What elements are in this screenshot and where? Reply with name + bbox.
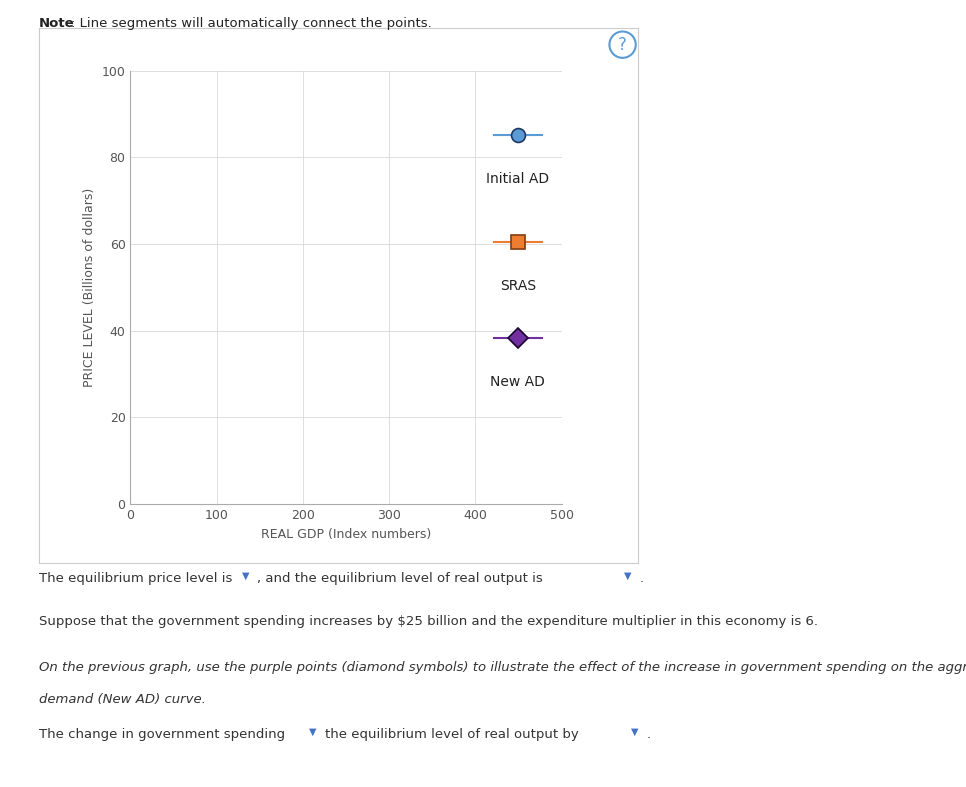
Text: .: . <box>646 728 650 741</box>
Text: ▼: ▼ <box>631 726 639 737</box>
Text: On the previous graph, use the purple points (diamond symbols) to illustrate the: On the previous graph, use the purple po… <box>39 661 966 674</box>
Text: The change in government spending: The change in government spending <box>39 728 285 741</box>
Text: New AD: New AD <box>491 375 545 390</box>
Y-axis label: PRICE LEVEL (Billions of dollars): PRICE LEVEL (Billions of dollars) <box>83 187 97 387</box>
Text: demand (New AD) curve.: demand (New AD) curve. <box>39 693 206 706</box>
Text: SRAS: SRAS <box>499 279 536 293</box>
Text: .: . <box>639 572 643 586</box>
Text: ?: ? <box>618 35 627 54</box>
Text: The equilibrium price level is: The equilibrium price level is <box>39 572 232 586</box>
Text: ▼: ▼ <box>309 726 317 737</box>
Text: Initial AD: Initial AD <box>486 172 550 186</box>
Text: Note: Note <box>39 17 74 31</box>
Text: the equilibrium level of real output by: the equilibrium level of real output by <box>325 728 579 741</box>
Text: ▼: ▼ <box>624 571 632 581</box>
Text: , and the equilibrium level of real output is: , and the equilibrium level of real outp… <box>257 572 543 586</box>
Text: ▼: ▼ <box>242 571 249 581</box>
Text: : Line segments will automatically connect the points.: : Line segments will automatically conne… <box>71 17 431 31</box>
X-axis label: REAL GDP (Index numbers): REAL GDP (Index numbers) <box>261 529 431 541</box>
Text: Suppose that the government spending increases by $25 billion and the expenditur: Suppose that the government spending inc… <box>39 615 817 629</box>
